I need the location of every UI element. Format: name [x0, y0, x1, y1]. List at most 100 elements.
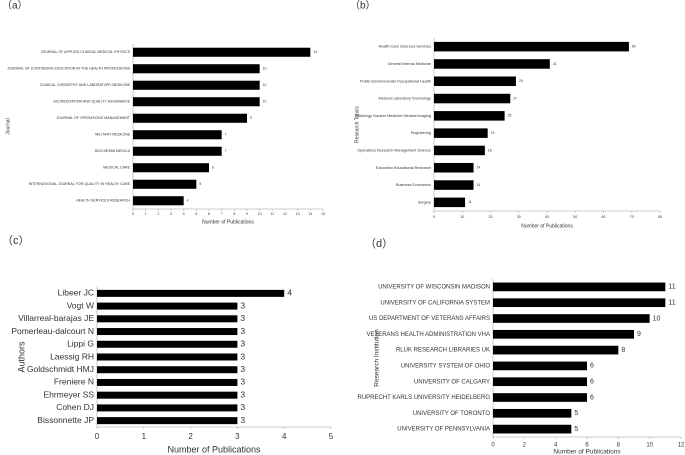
value-label: 18	[488, 148, 492, 152]
bar	[133, 130, 222, 140]
value-label: 6	[212, 166, 214, 170]
category-label: UNIVERSITY OF CALIFORNIA SYSTEM	[380, 300, 490, 306]
bar	[97, 289, 285, 297]
category-label: US DEPARTMENT OF VETERANS AFFAIRS	[369, 316, 490, 322]
x-tick-label: 4	[282, 432, 287, 441]
x-tick-label: 2	[157, 212, 159, 216]
bar	[493, 298, 666, 308]
x-tick-label: 0	[491, 443, 495, 449]
bar	[133, 97, 260, 107]
category-label: Cohen DJ	[56, 402, 94, 412]
category-label: Education Educational Research	[376, 166, 431, 170]
bar	[97, 302, 238, 310]
x-tick-label: 2	[523, 443, 527, 449]
value-label: 5	[574, 426, 578, 433]
bar	[434, 162, 474, 173]
value-label: 41	[553, 62, 557, 66]
value-label: 9	[250, 116, 252, 120]
category-label: Lippi G	[67, 339, 94, 349]
x-tick-label: 15	[321, 212, 325, 216]
value-label: 27	[513, 96, 517, 100]
bar	[493, 408, 572, 418]
value-label: 4	[287, 288, 292, 298]
value-label: 3	[240, 351, 245, 361]
x-tick-label: 1	[145, 212, 147, 216]
category-label: Pomerleau-dalcourt N	[11, 326, 94, 336]
bar	[97, 315, 238, 323]
x-tick-label: 0	[95, 432, 100, 441]
x-tick-label: 3	[170, 212, 172, 216]
value-label: 14	[313, 50, 317, 54]
x-tick-label: 8	[233, 212, 235, 216]
x-tick-label: 12	[678, 443, 685, 449]
value-label: 3	[240, 377, 245, 387]
bar	[97, 328, 238, 336]
x-tick-label: 4	[183, 212, 185, 216]
value-label: 10	[653, 315, 661, 322]
x-tick-label: 0	[132, 212, 134, 216]
bar	[434, 93, 511, 104]
y-axis-title: Journal	[5, 118, 11, 134]
category-label: Goldschmidt HMJ	[27, 364, 94, 374]
x-tick-label: 11	[270, 212, 274, 216]
category-label: Laessig RH	[50, 351, 94, 361]
category-label: HEALTH SERVICES RESEARCH	[76, 199, 130, 203]
bar	[97, 391, 238, 399]
category-label: JOURNAL OF CONTINUING EDUCATION IN THE H…	[7, 67, 130, 71]
value-label: 3	[240, 402, 245, 412]
x-tick-label: 4	[554, 443, 558, 449]
category-label: Operations Research Management Science	[357, 148, 431, 152]
value-label: 10	[263, 67, 267, 71]
x-tick-label: 10	[258, 212, 262, 216]
category-label: Medical Laboratory Technology	[379, 97, 432, 101]
bar	[133, 196, 184, 206]
value-label: 14	[477, 183, 481, 187]
value-label: 3	[240, 389, 245, 399]
category-label: Ehrmeyer SS	[43, 389, 94, 399]
category-label: General Internal Medicine	[388, 62, 431, 66]
x-tick-label: 80	[658, 215, 662, 219]
x-tick-label: 8	[617, 443, 621, 449]
x-tick-label: 5	[329, 432, 334, 441]
value-label: 11	[668, 284, 675, 291]
x-tick-label: 30	[517, 215, 521, 219]
value-label: 5	[574, 410, 578, 417]
category-label: Vogt W	[67, 300, 94, 310]
category-label: MILITARY MEDICINE	[95, 133, 130, 137]
bar	[97, 378, 238, 386]
category-label: MEDICAL CARE	[103, 166, 130, 170]
panel-label: （b）	[350, 0, 376, 12]
bar	[133, 80, 260, 90]
value-label: 3	[240, 326, 245, 336]
category-label: UNIVERSITY OF PENNSYLVANIA	[397, 427, 490, 433]
bar	[493, 314, 650, 323]
bar	[493, 329, 634, 339]
y-axis-title: Research Topics	[354, 106, 360, 143]
value-label: 7	[225, 149, 227, 153]
bar	[434, 197, 466, 208]
value-label: 5	[199, 182, 201, 186]
category-label: UNIVERSITY OF WISCONSIN MADISON	[378, 284, 490, 290]
bar	[133, 146, 222, 156]
category-label: CLINICAL CHEMISTRY AND LABORATORY MEDICI…	[40, 83, 131, 87]
value-label: 3	[240, 300, 245, 310]
value-label: 3	[240, 364, 245, 374]
panel-label: （d）	[365, 237, 393, 250]
x-tick-label: 9	[246, 212, 248, 216]
x-tick-label: 6	[585, 443, 589, 449]
category-label: JOURNAL OF OPERATIONS MANAGEMENT	[56, 116, 130, 120]
x-tick-label: 70	[630, 215, 634, 219]
value-label: 25	[508, 114, 512, 118]
x-tick-label: 0	[433, 215, 435, 219]
category-label: RUPRECHT KARLS UNIVERSITY HEIDELBERG	[358, 395, 491, 401]
bar	[493, 377, 587, 387]
x-tick-label: 50	[573, 215, 577, 219]
bar	[97, 366, 238, 374]
x-tick-label: 3	[235, 432, 240, 441]
panel-label: （c）	[2, 234, 30, 247]
bar	[133, 113, 247, 123]
value-label: 11	[668, 300, 675, 307]
x-tick-label: 7	[221, 212, 223, 216]
bar	[133, 163, 209, 173]
